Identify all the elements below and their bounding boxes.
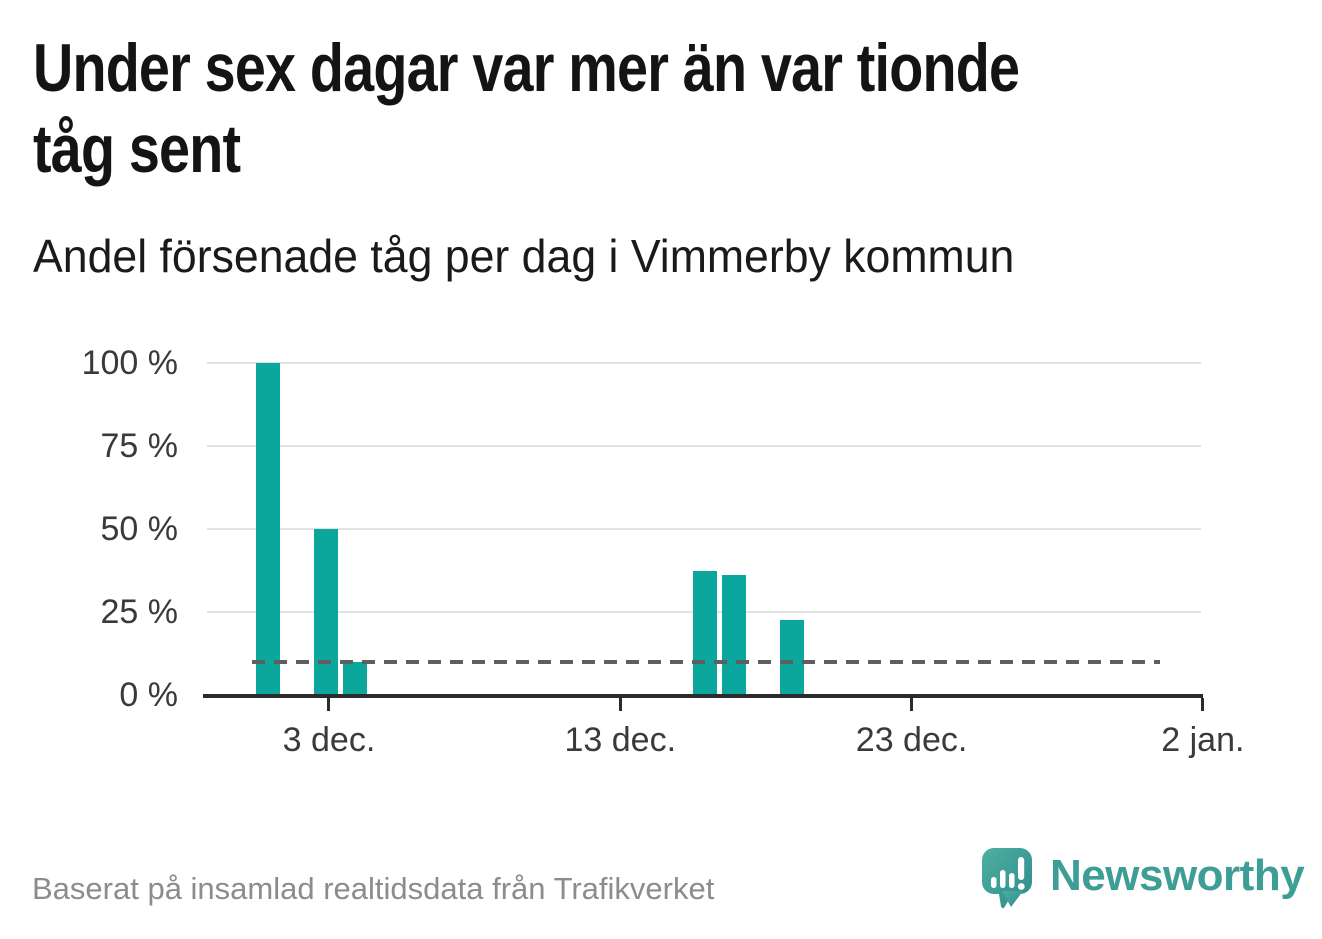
newsworthy-wordmark: Newsworthy	[1050, 851, 1305, 900]
gridline-50	[207, 528, 1201, 530]
x-tick-23dec	[910, 698, 914, 711]
bar-19-dec	[780, 620, 805, 695]
chart-subtitle: Andel försenade tåg per dag i Vimmerby k…	[33, 230, 1015, 282]
gridline-100	[207, 362, 1201, 364]
x-axis-label: 13 dec.	[564, 721, 677, 759]
y-axis-label: 25 %	[100, 593, 179, 631]
newsworthy-badge-icon	[982, 848, 1032, 909]
y-axis-label: 75 %	[100, 427, 179, 465]
bar-1-dec	[255, 363, 280, 695]
y-axis-label: 50 %	[100, 510, 179, 548]
newsworthy-logo: Newsworthy	[978, 845, 1318, 915]
y-axis-label: 0 %	[119, 676, 178, 714]
y-axis-label: 100 %	[81, 344, 178, 382]
gridline-75	[207, 445, 1201, 447]
x-axis-label: 23 dec.	[855, 721, 968, 759]
x-tick-2jan	[1201, 698, 1205, 711]
source-note: Baserat på insamlad realtidsdata från Tr…	[32, 871, 715, 906]
x-axis-line	[203, 694, 1203, 698]
bar-4-dec	[343, 661, 368, 695]
bar-16-dec	[692, 570, 717, 695]
x-axis-label: 3 dec.	[282, 721, 376, 759]
x-axis-label: 2 jan.	[1161, 721, 1245, 759]
x-tick-13dec	[618, 698, 622, 711]
x-tick-3dec	[327, 698, 331, 711]
bar-3-dec	[313, 529, 338, 695]
chart-title: Under sex dagar var mer än var tionde tå…	[33, 30, 1020, 187]
bar-17-dec	[721, 575, 746, 695]
reference-line-10pct	[252, 659, 1160, 664]
